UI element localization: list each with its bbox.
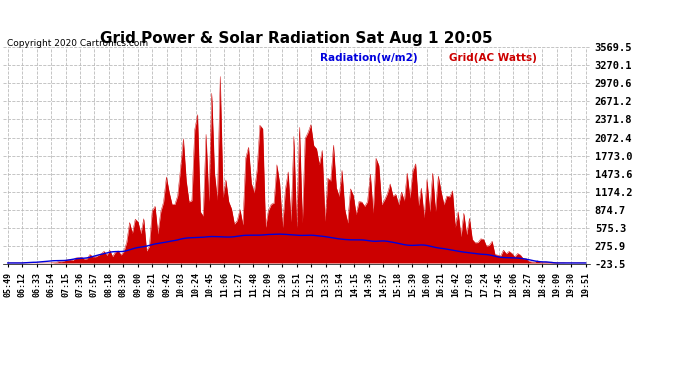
Title: Grid Power & Solar Radiation Sat Aug 1 20:05: Grid Power & Solar Radiation Sat Aug 1 2… [100, 31, 493, 46]
Text: Copyright 2020 Cartronics.com: Copyright 2020 Cartronics.com [7, 39, 148, 48]
Text: Grid(AC Watts): Grid(AC Watts) [449, 53, 537, 63]
Text: Radiation(w/m2): Radiation(w/m2) [320, 53, 417, 63]
